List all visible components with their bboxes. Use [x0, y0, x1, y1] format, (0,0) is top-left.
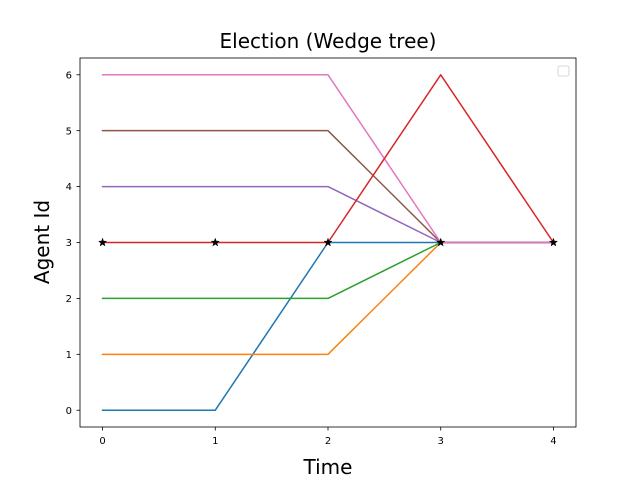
chart-title: Election (Wedge tree)	[220, 29, 437, 53]
x-tick-label-0: 0	[99, 436, 105, 447]
legend-box	[557, 65, 570, 77]
x-tick-label-2: 2	[325, 436, 331, 447]
x-axis-ticks: 0 1 2 3 4	[99, 427, 557, 447]
y-tick-label-6: 6	[66, 70, 72, 81]
y-axis-ticks: 0 1 2 3 4 5 6	[66, 70, 80, 417]
y-tick-label-1: 1	[66, 350, 72, 361]
series-line-5	[101, 74, 555, 244]
star-marker-0	[97, 237, 108, 247]
y-tick-label-4: 4	[66, 182, 72, 193]
y-tick-label-3: 3	[66, 238, 72, 249]
x-tick-label-1: 1	[212, 436, 218, 447]
y-tick-label-5: 5	[66, 126, 72, 137]
x-axis-label: Time	[303, 455, 353, 479]
y-tick-label-2: 2	[66, 294, 72, 305]
x-tick-label-4: 4	[550, 436, 556, 447]
star-marker-1	[210, 237, 220, 247]
x-tick-label-3: 3	[438, 436, 444, 447]
star-marker-3	[436, 237, 446, 247]
y-tick-label-0: 0	[66, 406, 72, 417]
y-axis-label: Agent Id	[30, 200, 54, 284]
star-marker-4	[548, 237, 559, 247]
marker-layer	[97, 237, 559, 247]
star-marker-2	[323, 237, 333, 247]
